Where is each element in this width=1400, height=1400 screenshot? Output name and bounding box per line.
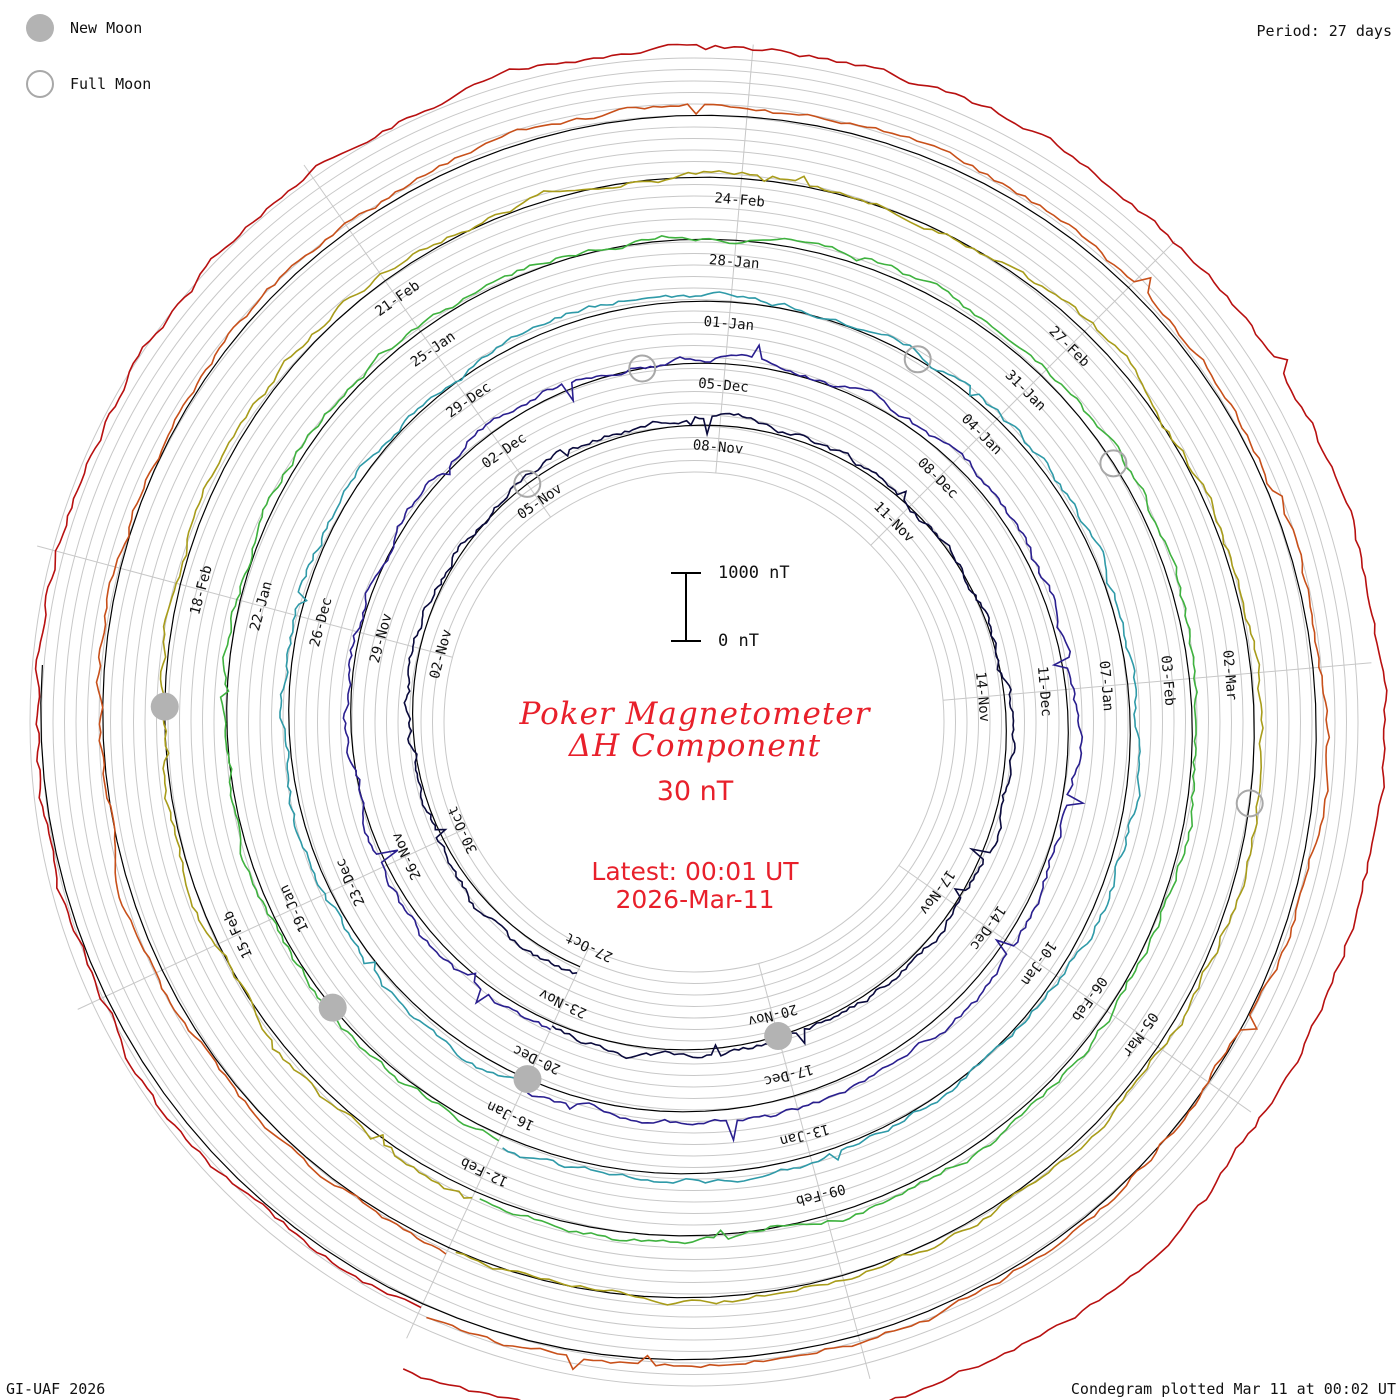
date-label: 24-Feb xyxy=(714,190,766,210)
grid-ring xyxy=(190,218,1198,1226)
date-label: 14-Nov xyxy=(972,671,992,723)
grid-ring xyxy=(386,414,1002,1030)
date-label: 28-Jan xyxy=(708,252,760,272)
footer-credit: GI-UAF 2026 xyxy=(6,1380,106,1398)
grid-ring xyxy=(282,310,1106,1134)
chart-title-line1: Poker Magnetometer xyxy=(519,696,871,732)
new-moon-marker xyxy=(318,993,347,1022)
trace-rotation-4 xyxy=(219,235,1198,1245)
inner-mask xyxy=(446,474,942,970)
new-moon-marker xyxy=(150,692,179,721)
grid-spoke xyxy=(406,948,589,1339)
date-label: 09-Feb xyxy=(794,1180,847,1209)
grid-ring xyxy=(110,138,1278,1306)
chart-title-line2: ΔH Component xyxy=(568,728,822,764)
grid-ring xyxy=(167,195,1221,1249)
full-moon-marker xyxy=(1099,449,1128,478)
date-label: 18-Feb xyxy=(187,564,216,617)
trace-rotation-2 xyxy=(342,343,1086,1143)
date-label: 01-Jan xyxy=(703,314,755,334)
grid-ring xyxy=(64,92,1324,1352)
grid-ring xyxy=(213,241,1175,1203)
trace-rotation-1 xyxy=(403,412,1016,1060)
grid-ring xyxy=(294,322,1094,1122)
trace-rotation-3 xyxy=(279,291,1141,1184)
date-label: 23-Dec xyxy=(333,856,369,909)
full-moon-marker xyxy=(628,354,657,383)
grid-ring xyxy=(52,80,1336,1364)
date-label: 19-Jan xyxy=(276,882,312,935)
period-label: Period: 27 days xyxy=(1256,22,1392,40)
grid-spoke xyxy=(715,44,754,473)
grid-ring xyxy=(248,276,1140,1168)
chart-scale-label: 30 nT xyxy=(656,776,734,807)
grid-spokes xyxy=(37,44,1372,1379)
grid-spoke xyxy=(303,164,552,518)
footer-plotted: Condegram plotted Mar 11 at 00:02 UT xyxy=(1070,1380,1396,1398)
scale-bar-bottom-label: 0 nT xyxy=(718,631,759,651)
grid-ring xyxy=(29,57,1359,1387)
data-traces xyxy=(34,43,1388,1400)
grid-spoke xyxy=(898,864,1252,1113)
grid-ring xyxy=(443,471,945,973)
date-label: 13-Jan xyxy=(778,1120,831,1149)
date-label: 26-Nov xyxy=(389,830,425,883)
legend-new-moon-label: New Moon xyxy=(70,19,143,37)
date-label: 29-Nov xyxy=(367,612,396,665)
grid-ring xyxy=(75,103,1313,1341)
grid-ring xyxy=(305,333,1083,1111)
grid-ring xyxy=(351,379,1037,1065)
grid-ring xyxy=(179,207,1209,1237)
date-label: 02-Mar xyxy=(1219,649,1239,701)
scale-bar xyxy=(671,572,701,642)
latest-date: 2026-Mar-11 xyxy=(615,885,775,914)
trace-rotation-6 xyxy=(95,103,1331,1371)
grid-ring xyxy=(202,230,1186,1214)
new-moon-icon xyxy=(26,14,54,42)
chart-title: Poker Magnetometer ΔH Component 30 nT xyxy=(450,698,940,807)
grid-ring xyxy=(420,448,968,996)
new-moon-marker xyxy=(764,1022,793,1051)
moon-markers xyxy=(150,345,1264,1094)
legend-full-moon: Full Moon xyxy=(26,68,151,100)
full-moon-marker xyxy=(1235,789,1264,818)
trace-rotation-5 xyxy=(159,170,1264,1306)
date-label: 05-Dec xyxy=(698,376,750,396)
latest-timestamp: Latest: 00:01 UT 2026-Mar-11 xyxy=(450,858,940,914)
scale-bar-top-label: 1000 nT xyxy=(718,563,790,583)
grid-ring xyxy=(121,149,1267,1295)
grid-ring xyxy=(271,299,1117,1145)
grid-spoke xyxy=(943,662,1372,701)
date-label: 08-Nov xyxy=(692,437,744,457)
date-label: 17-Dec xyxy=(762,1060,815,1089)
new-moon-marker xyxy=(513,1065,542,1094)
date-label: 23-Nov xyxy=(537,985,590,1021)
legend-new-moon: New Moon xyxy=(26,12,142,44)
grid-spoke xyxy=(870,240,1176,546)
latest-time: Latest: 00:01 UT xyxy=(591,857,799,886)
full-moon-marker xyxy=(903,345,932,374)
grid-ring xyxy=(432,460,956,984)
grid-ring xyxy=(340,368,1048,1076)
full-moon-icon xyxy=(26,70,54,98)
trace-rotation-7 xyxy=(34,43,1388,1400)
date-label: 11-Dec xyxy=(1034,666,1054,718)
grid-ring xyxy=(156,184,1232,1260)
grid-ring xyxy=(328,356,1060,1088)
baseline-spiral-line xyxy=(40,114,1317,1361)
baseline-spiral xyxy=(40,114,1317,1361)
date-label: 12-Feb xyxy=(458,1154,511,1190)
grid-rings xyxy=(29,57,1359,1387)
grid-ring xyxy=(363,391,1025,1053)
full-moon-marker xyxy=(513,469,542,498)
date-label: 07-Jan xyxy=(1096,660,1116,712)
legend-full-moon-label: Full Moon xyxy=(70,75,152,93)
grid-ring xyxy=(317,345,1071,1099)
date-label: 03-Feb xyxy=(1157,655,1177,707)
grid-spoke xyxy=(37,545,453,658)
grid-ring xyxy=(259,287,1129,1157)
